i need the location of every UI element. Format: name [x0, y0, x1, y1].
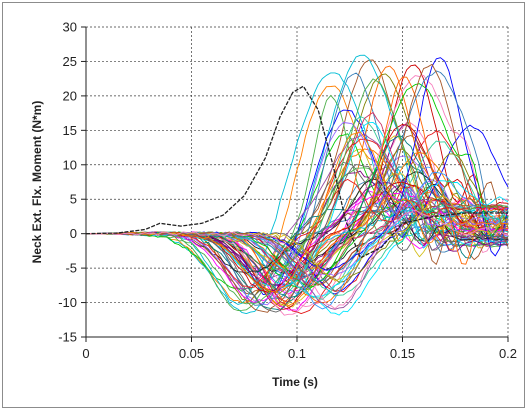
- x-tick-label: 0.15: [390, 346, 415, 361]
- y-axis-label: Neck Ext. Flx. Moment (N*m): [30, 101, 44, 264]
- x-tick-label: 0.05: [179, 346, 204, 361]
- y-tick-labels: 30 25 20 15 10 5 0 -5 -10 -15: [58, 20, 77, 345]
- y-tick-label: 5: [70, 192, 77, 207]
- highlight-series-line: [85, 85, 508, 259]
- x-tick-labels: 0 0.05 0.1 0.15 0.2: [82, 346, 517, 361]
- y-tick-label: 0: [70, 226, 77, 241]
- x-axis-label: Time (s): [272, 375, 318, 389]
- y-tick-label: 15: [63, 123, 77, 138]
- y-tick-label: -15: [58, 330, 77, 345]
- axes: [81, 26, 509, 342]
- x-tick-label: 0: [82, 346, 89, 361]
- data-series-line: [86, 57, 509, 271]
- y-tick-label: -5: [65, 261, 77, 276]
- y-tick-label: 20: [63, 88, 77, 103]
- data-series-line: [86, 180, 509, 298]
- x-tick-label: 0.2: [499, 346, 517, 361]
- y-tick-label: 25: [63, 54, 77, 69]
- y-tick-label: -10: [58, 295, 77, 310]
- plot-lines: [85, 54, 509, 316]
- y-tick-label: 30: [63, 20, 77, 35]
- data-series-line: [86, 138, 509, 303]
- data-series-line: [85, 209, 509, 310]
- y-tick-label: 10: [63, 157, 77, 172]
- x-tick-label: 0.1: [288, 346, 306, 361]
